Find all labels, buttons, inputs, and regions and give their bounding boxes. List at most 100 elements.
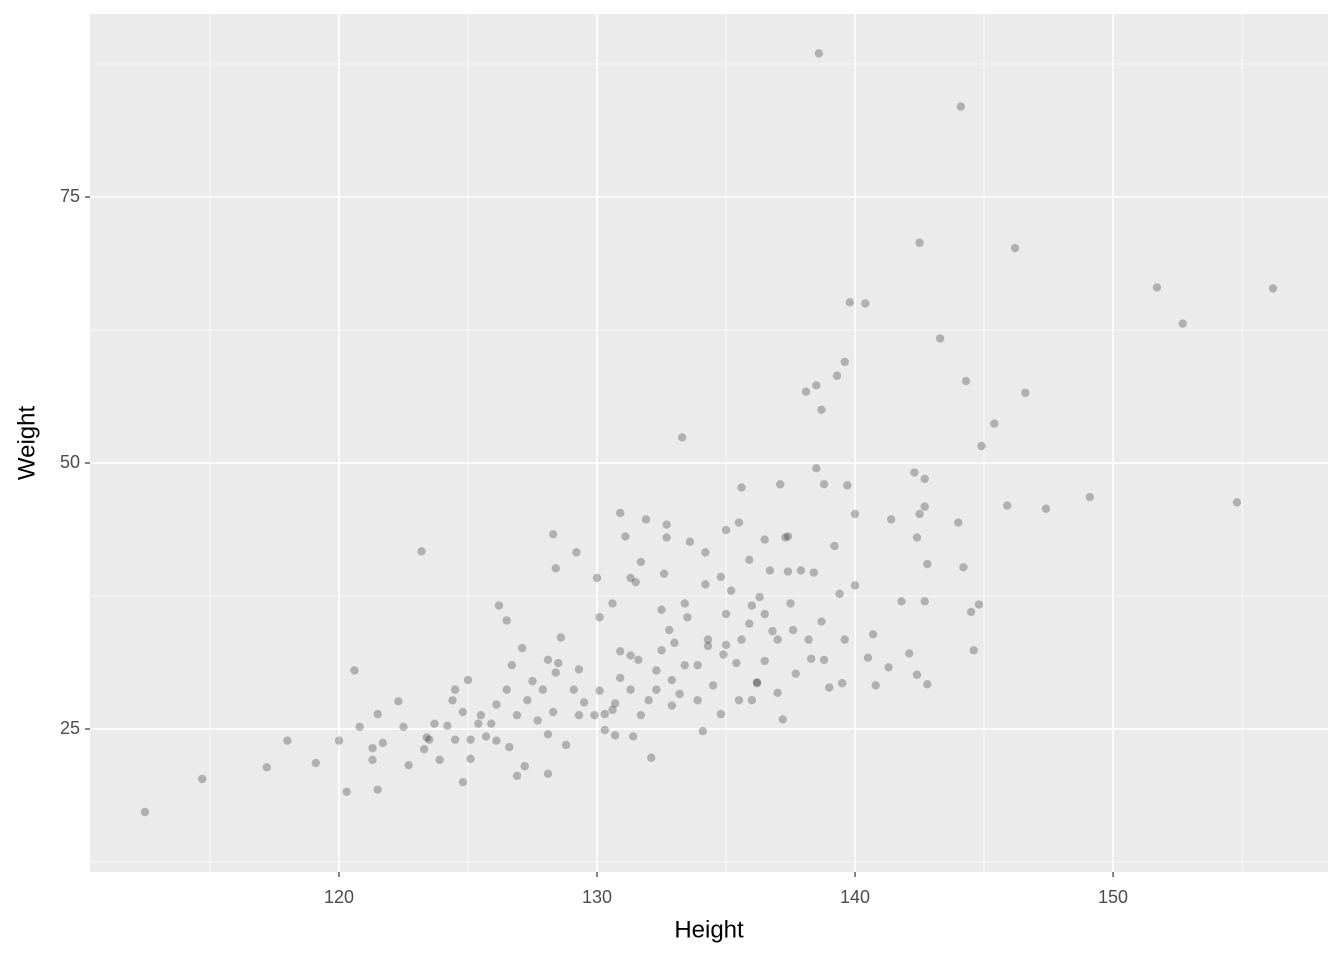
point [783,532,793,541]
point [708,681,718,690]
point [935,334,945,343]
point [419,745,429,754]
point [791,669,800,678]
point [817,617,826,626]
point [796,566,806,575]
point [657,646,666,655]
point [647,753,656,762]
point [760,656,769,666]
point [843,481,852,490]
point [912,670,922,679]
point [755,592,764,602]
point [608,599,617,608]
point [801,387,811,396]
point [897,597,906,606]
point [693,660,702,670]
point [969,646,978,655]
point [502,616,511,625]
point [595,686,604,695]
point [745,555,754,565]
point [747,696,757,705]
point [806,654,816,663]
x-tick-label: 140 [840,887,870,907]
point [652,685,661,694]
point [701,548,710,557]
point [394,697,403,706]
point [608,705,617,715]
point [675,689,684,699]
point [378,738,388,748]
point [1041,504,1051,513]
point [693,696,702,705]
point [683,613,692,622]
y-tick-label: 25 [60,718,80,738]
point [466,754,475,763]
point [920,502,929,511]
point [631,577,640,587]
point [474,719,483,728]
point [1178,319,1187,328]
point [425,735,434,744]
points [140,49,1278,817]
point [698,726,708,736]
point [920,474,929,484]
point [915,238,924,247]
point [283,736,292,745]
point [450,685,460,694]
point [466,735,475,744]
point [551,668,560,677]
point [884,663,893,672]
point [342,787,351,796]
point [734,518,744,527]
point [788,625,798,635]
point [747,601,757,610]
point [662,533,671,542]
point [311,758,320,768]
point [417,547,426,556]
point [920,597,929,606]
point [752,679,762,688]
point [561,740,571,750]
point [600,709,609,719]
point [569,685,578,694]
point [840,357,849,367]
point [819,480,829,489]
point [773,688,782,698]
point [776,480,785,489]
point [556,633,566,642]
point [832,371,842,380]
panel [90,14,1328,872]
point [959,563,968,572]
point [871,681,880,690]
point [634,655,643,665]
point [572,548,581,557]
point [636,557,646,567]
point [450,735,460,744]
point [652,666,661,675]
point [819,655,829,665]
point [812,381,821,390]
point [783,567,793,576]
point [667,675,677,685]
point [667,701,677,710]
point [592,573,602,583]
point [768,626,777,636]
point [373,785,382,794]
point [1021,388,1030,397]
point [636,710,646,720]
point [543,730,553,739]
point [334,736,344,745]
point [458,777,468,787]
point [734,696,744,705]
point [773,635,782,644]
point [548,530,558,539]
point [505,742,514,752]
point [923,559,932,569]
point [670,638,679,648]
point [628,732,638,741]
point [703,641,713,651]
x-tick-label: 130 [582,887,612,907]
point [677,433,687,442]
y-tick-label: 50 [60,452,80,472]
